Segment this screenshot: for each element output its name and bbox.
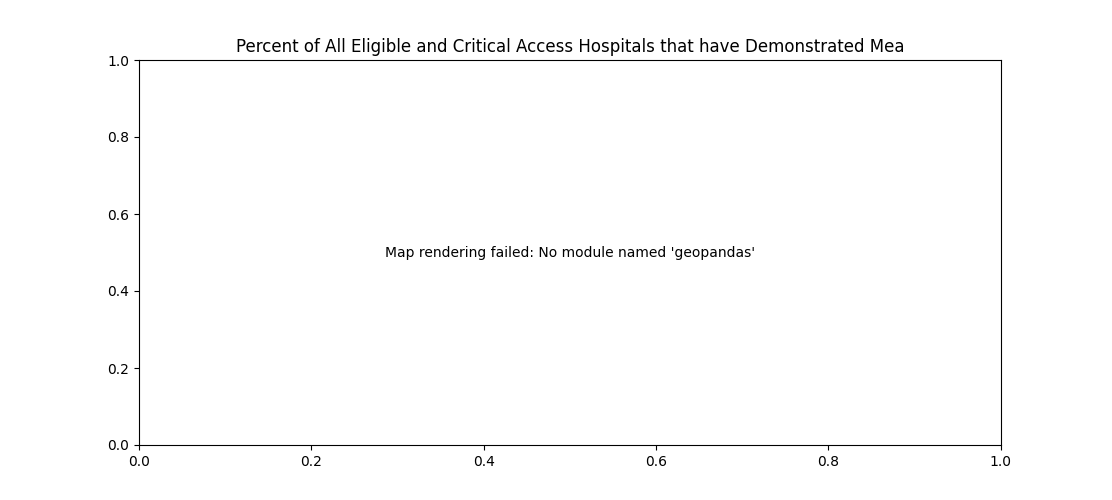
Title: Percent of All Eligible and Critical Access Hospitals that have Demonstrated Mea: Percent of All Eligible and Critical Acc… bbox=[236, 38, 904, 56]
Text: Map rendering failed: No module named 'geopandas': Map rendering failed: No module named 'g… bbox=[385, 246, 755, 260]
